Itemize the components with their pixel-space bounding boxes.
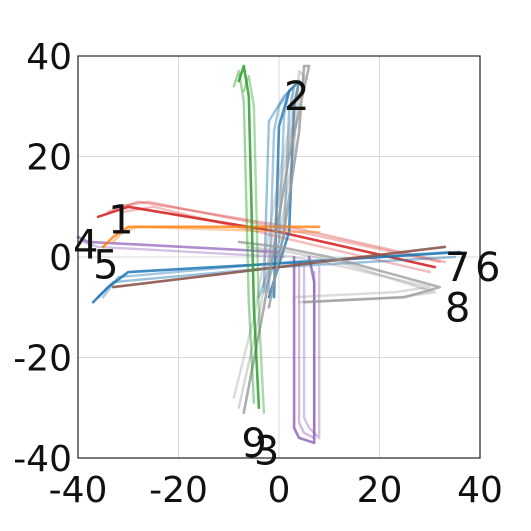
- series-3-trace: [292, 255, 316, 445]
- series-traces: [76, 64, 462, 445]
- series-unlabeled-trace: [242, 74, 266, 414]
- y-tick-label: 20: [26, 138, 72, 179]
- series-5-trace: [111, 225, 321, 244]
- series-label-3: 3: [254, 428, 279, 474]
- series-6-trace: [96, 255, 457, 299]
- series-8-trace: [257, 250, 431, 299]
- series-3-group: [292, 255, 321, 445]
- x-tick-label: 20: [357, 470, 403, 511]
- series-4-trace: [76, 235, 281, 254]
- series-9-trace: [237, 69, 306, 409]
- series-label-4: 4: [73, 222, 98, 268]
- series-1-group: [96, 200, 446, 274]
- tick-labels: -40 -20 0 20 40 -40 -20 0 20 40: [13, 37, 503, 511]
- series-5-group: [101, 225, 321, 249]
- series-9-group: [232, 64, 311, 415]
- series-9-trace: [242, 64, 311, 415]
- series-labels: 1 2 3 45 678 9: [73, 74, 500, 474]
- y-tick-label: 0: [49, 238, 72, 279]
- series-unlabeled-trace: [232, 69, 256, 404]
- series-1-trace: [116, 200, 441, 264]
- series-label-1: 1: [108, 197, 133, 243]
- series-4-group: [76, 235, 286, 259]
- series-unlabeled-group: [232, 64, 266, 414]
- series-label-5: 5: [93, 243, 118, 289]
- series-1-trace: [121, 205, 431, 274]
- series-2-trace: [257, 89, 291, 299]
- series-1-trace: [96, 205, 437, 269]
- y-tick-label: -20: [13, 339, 72, 380]
- series-7-trace: [111, 245, 447, 289]
- plot-frame: [77, 55, 481, 459]
- series-label-2: 2: [284, 74, 309, 120]
- series-9-trace: [232, 79, 301, 399]
- x-tick-label: 40: [457, 470, 503, 511]
- series-8-trace: [247, 245, 436, 304]
- y-tick-label: -40: [13, 439, 72, 480]
- x-tick-label: 0: [268, 470, 291, 511]
- x-tick-label: -20: [149, 470, 208, 511]
- x-tick-label: -40: [49, 470, 108, 511]
- series-5-trace: [101, 225, 321, 249]
- series-3-trace: [297, 260, 316, 440]
- series-7-group: [111, 245, 447, 289]
- series-label-9: 9: [241, 421, 266, 467]
- series-8-group: [237, 240, 442, 304]
- series-1-trace: [106, 200, 446, 264]
- series-2-trace: [267, 79, 301, 299]
- series-label-8: 8: [445, 285, 470, 331]
- series-3-trace: [302, 265, 321, 440]
- series-unlabeled-trace: [237, 64, 261, 410]
- y-tick-label: 40: [26, 37, 72, 78]
- series-8-trace: [237, 240, 442, 304]
- series-label-7: 7: [445, 245, 470, 291]
- series-label-6: 6: [475, 245, 500, 291]
- series-4-trace: [81, 240, 286, 259]
